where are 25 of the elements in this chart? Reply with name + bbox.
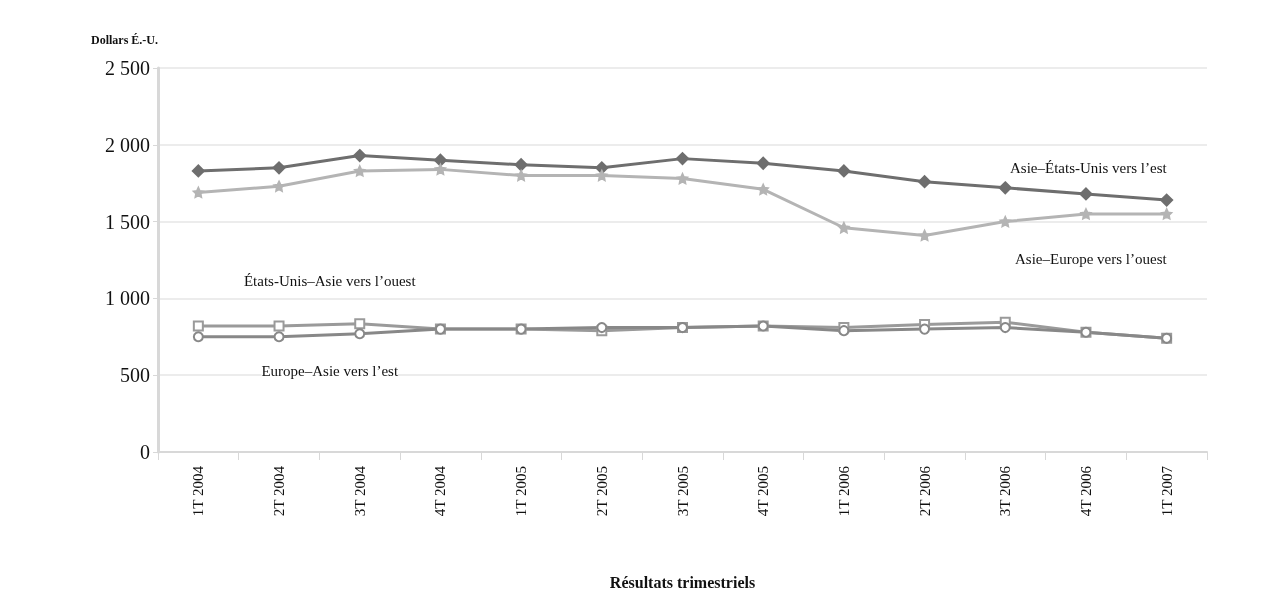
x-tick-label: 2T 2004: [271, 465, 288, 517]
x-tick-label: 1T 2005: [513, 466, 530, 517]
text: États-Unis–Asie vers l’ouest: [243, 273, 417, 290]
y-tick-label: 2 500: [105, 57, 150, 79]
series-label: Asie–Europe vers l’ouest: [1015, 251, 1168, 268]
x-axis-title: Résultats trimestriels: [609, 573, 756, 591]
x-tick-label: 1T 2007: [1158, 465, 1175, 517]
x-tick-label: 4T 2006: [1077, 465, 1094, 517]
y-tick-label: 500: [120, 364, 150, 387]
x-tick-label: 1T 2006: [835, 465, 852, 517]
x-tick-label: 2T 2005: [593, 466, 610, 517]
y-tick-label: 2 000: [105, 133, 150, 156]
x-tick-label: 3T 2005: [674, 466, 691, 517]
x-tick-label: 3T 2006: [997, 465, 1014, 517]
series-label: Asie–États-Unis vers l’est: [1010, 159, 1168, 176]
x-tick-label: 3T 2004: [351, 465, 368, 517]
x-tick-label: 4T 2005: [755, 466, 772, 517]
y-tick-label: 1 000: [105, 287, 150, 310]
x-tick-label: 4T 2004: [432, 465, 449, 517]
y-axis-title: Dollars É.-U.: [91, 33, 158, 47]
x-tick-label: 2T 2006: [916, 465, 933, 517]
y-tick-label: 0: [140, 441, 150, 463]
series-label: Europe–Asie vers l’est: [261, 363, 399, 380]
y-tick-label: 1 500: [105, 210, 150, 233]
x-tick-label: 1T 2004: [190, 465, 207, 517]
